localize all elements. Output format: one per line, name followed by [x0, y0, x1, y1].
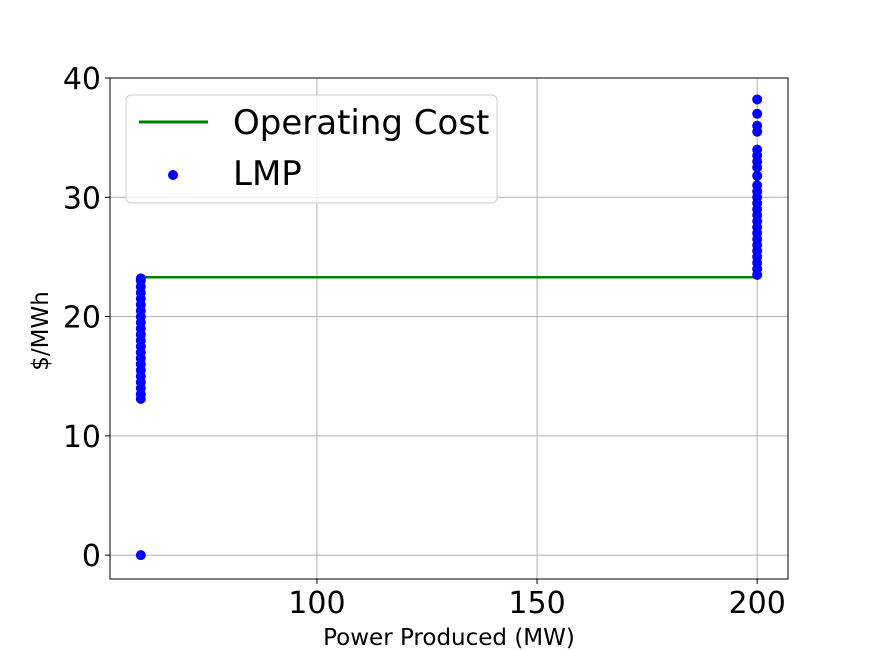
lmp-point [752, 108, 763, 119]
x-axis-label: Power Produced (MW) [323, 625, 575, 650]
y-tick-label: 10 [63, 420, 101, 455]
plot-frame [109, 77, 789, 580]
x-tick-label: 150 [508, 586, 565, 621]
legend: Operating Cost LMP [125, 94, 498, 204]
y-tick-label: 30 [63, 181, 101, 216]
x-tick-label: 200 [729, 586, 786, 621]
axis-ticks: 100 150 200 0 10 20 30 40 [63, 62, 786, 621]
legend-box [125, 94, 498, 204]
lmp-point [752, 170, 763, 181]
lmp-point [752, 94, 763, 105]
legend-marker-swatch [168, 170, 178, 180]
legend-label-lmp: LMP [233, 154, 302, 194]
x-tick-label: 100 [288, 586, 345, 621]
lmp-point [135, 550, 146, 561]
y-tick-label: 40 [63, 62, 101, 97]
lmp-point [752, 144, 763, 155]
y-tick-label: 20 [63, 301, 101, 336]
lmp-point [752, 120, 763, 131]
lmp-point [752, 180, 763, 191]
legend-label-operating-cost: Operating Cost [233, 103, 489, 143]
lmp-point [135, 273, 146, 284]
plot-series [135, 94, 763, 561]
y-axis-label: $/MWh [28, 291, 54, 371]
y-tick-label: 0 [82, 539, 101, 574]
